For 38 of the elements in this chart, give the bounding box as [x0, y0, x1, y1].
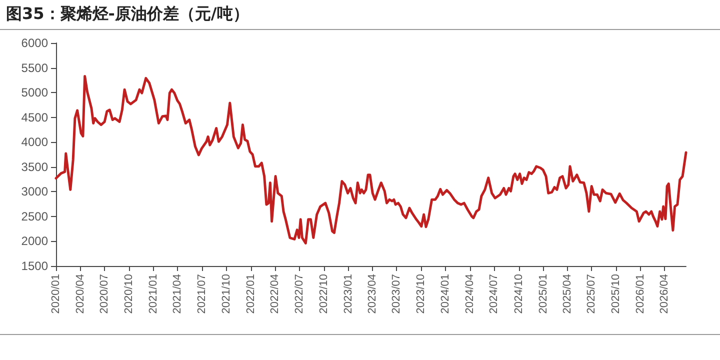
- chart-title: 图35：聚烯烃-原油价差（元/吨）: [6, 4, 249, 25]
- x-tick-label: 2022/04: [268, 274, 281, 314]
- x-tick-label: 2022/10: [318, 274, 330, 314]
- x-tick-label: 2020/04: [74, 274, 86, 314]
- x-tick-label: 2020/07: [98, 274, 111, 314]
- x-tick-label: 2025/04: [561, 274, 574, 314]
- x-tick-label: 2023/07: [390, 274, 403, 314]
- x-tick-label: 2024/04: [464, 274, 476, 314]
- x-tick-label: 2025/01: [537, 274, 550, 314]
- x-tick-label: 2021/07: [196, 274, 208, 314]
- y-tick-label: 4000: [21, 135, 48, 150]
- x-tick-label: 2025/10: [610, 274, 622, 314]
- x-tick-label: 2021/10: [220, 274, 232, 314]
- x-tick-label: 2022/01: [244, 274, 257, 314]
- x-tick-label: 2024/01: [440, 274, 452, 314]
- y-tick-label: 2500: [21, 209, 48, 224]
- x-tick-label: 2023/10: [415, 274, 428, 314]
- x-tick-label: 2023/01: [342, 274, 354, 314]
- y-tick-label: 3500: [21, 160, 48, 174]
- y-tick-label: 5500: [21, 60, 48, 75]
- x-tick-label: 2022/07: [293, 274, 306, 314]
- x-tick-label: 2026/04: [658, 274, 671, 314]
- x-tick-label: 2024/10: [512, 274, 525, 314]
- line-series: [54, 74, 688, 244]
- x-tick-label: 2023/04: [366, 274, 378, 314]
- y-tick-label: 1500: [21, 259, 48, 273]
- x-tick-label: 2020/10: [123, 274, 136, 314]
- x-tick-label: 2026/01: [634, 274, 647, 314]
- y-tick-label: 6000: [21, 36, 48, 50]
- x-tick-label: 2020/01: [50, 274, 62, 314]
- x-tick-label: 2025/07: [586, 274, 598, 314]
- x-tick-label: 2024/07: [488, 274, 500, 314]
- x-tick-label: 2021/04: [172, 274, 184, 314]
- y-tick-label: 4500: [21, 110, 48, 124]
- y-tick-label: 3000: [21, 184, 48, 199]
- y-tick-label: 5000: [21, 86, 48, 100]
- x-tick-label: 2021/01: [148, 274, 160, 314]
- y-tick-label: 2000: [21, 234, 48, 248]
